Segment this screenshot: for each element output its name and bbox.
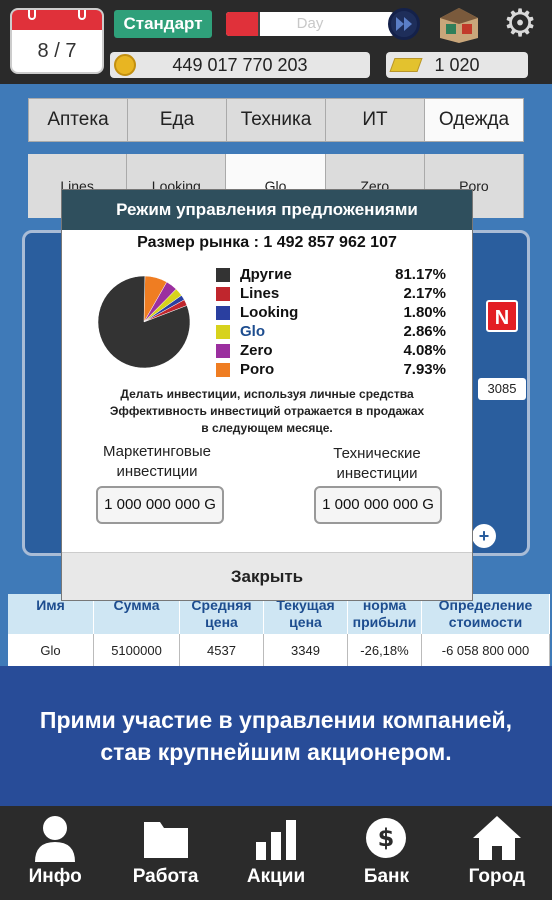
cell-profit-rate: -26,18%	[348, 634, 422, 668]
tech-investment-label: Технические инвестиции	[333, 445, 421, 482]
category-tabs: Аптека Еда Техника ИТ Одежда	[28, 98, 524, 142]
cell-amount: 5100000	[94, 634, 180, 668]
dialog-title: Режим управления предложениями	[62, 190, 472, 230]
header-profit-rate: норма прибыли	[348, 594, 422, 634]
legend-swatch	[216, 306, 230, 320]
bar-chart-icon	[256, 820, 297, 860]
tab-pharmacy[interactable]: Аптека	[29, 99, 128, 141]
folder-icon	[143, 822, 188, 858]
settings-gear-icon[interactable]: ⚙	[502, 3, 538, 45]
promo-line-2: став крупнейшим акционером.	[100, 739, 452, 765]
fast-forward-icon	[396, 17, 412, 31]
legend-percent: 2.17%	[403, 285, 446, 302]
legend-swatch	[216, 287, 230, 301]
header-amount: Сумма	[94, 594, 180, 634]
legend-item: Looking 1.80%	[216, 304, 446, 323]
pie-legend: Другие 81.17% Lines 2.17% Looking 1.80% Glo 2.8…	[216, 266, 446, 380]
legend-swatch	[216, 344, 230, 358]
legend-swatch	[216, 325, 230, 339]
nav-info[interactable]: Инфо	[0, 806, 110, 900]
nav-stocks[interactable]: Акции	[221, 806, 331, 900]
close-button[interactable]: Закрыть	[62, 552, 472, 600]
cell-current-price: 3349	[264, 634, 348, 668]
legend-item: Poro 7.93%	[216, 361, 446, 380]
svg-text:$: $	[378, 824, 395, 852]
day-progress-bar: Day	[226, 12, 394, 36]
nav-work[interactable]: Работа	[110, 806, 220, 900]
coin-icon	[114, 54, 136, 76]
legend-percent: 4.08%	[403, 342, 446, 359]
legend-swatch	[216, 363, 230, 377]
header-name: Имя	[8, 594, 94, 634]
tab-tech[interactable]: Техника	[227, 99, 326, 141]
gold-value: 1 020	[434, 55, 480, 75]
legend-name: Looking	[240, 304, 299, 321]
header-avg-price: Средняя цена	[180, 594, 264, 634]
table-row[interactable]: Glo 5100000 4537 3349 -26,18% -6 058 800…	[8, 634, 550, 668]
house-icon	[472, 816, 521, 860]
promo-banner: Прими участие в управлении компанией, ст…	[0, 666, 552, 806]
tech-investment-button[interactable]: 1 000 000 000 G	[314, 486, 442, 524]
calendar-ring-icon	[28, 10, 36, 20]
top-bar: 8 / 7 Стандарт Day ⚙ 449 017 770 203 1 0…	[0, 0, 552, 84]
new-badge[interactable]: N	[486, 300, 518, 332]
legend-percent: 81.17%	[395, 266, 446, 283]
plan-button[interactable]: Стандарт	[114, 10, 212, 38]
nav-work-label: Работа	[132, 866, 199, 887]
bottom-navigation: Инфо Работа Акции $ Банк Город	[0, 806, 552, 900]
fast-forward-button[interactable]	[388, 8, 420, 40]
current-date: 8 / 7	[37, 40, 77, 62]
marketing-investment-button[interactable]: 1 000 000 000 G	[96, 486, 224, 524]
legend-name: Poro	[240, 361, 275, 378]
gold-display: 1 020	[386, 52, 528, 78]
dollar-icon: $	[366, 818, 407, 858]
header-valuation: Определение стоимости	[422, 594, 550, 634]
nav-city[interactable]: Город	[442, 806, 552, 900]
cell-name: Glo	[8, 634, 94, 668]
day-progress-label: Day	[296, 15, 324, 32]
nav-stocks-label: Акции	[246, 866, 306, 887]
legend-percent: 2.86%	[403, 323, 446, 340]
money-value: 449 017 770 203	[172, 55, 308, 75]
legend-item: Lines 2.17%	[216, 285, 446, 304]
person-icon	[35, 816, 76, 862]
cell-valuation: -6 058 800 000	[422, 634, 550, 668]
nav-bank-label: Банк	[363, 866, 410, 887]
market-share-pie-chart	[97, 275, 191, 369]
market-size: Размер рынка : 1 492 857 962 107	[137, 234, 397, 251]
money-display: 449 017 770 203	[110, 52, 370, 78]
investment-note: Делать инвестиции, используя личные сред…	[109, 387, 425, 435]
table-header: Имя Сумма Средняя цена Текущая цена норма п…	[8, 594, 550, 634]
legend-swatch	[216, 268, 230, 282]
legend-item: Zero 4.08%	[216, 342, 446, 361]
marketing-investment-label: Маркетинговые инвестиции	[102, 443, 212, 480]
calendar-ring-icon	[78, 10, 86, 20]
nav-city-label: Город	[468, 866, 526, 887]
promo-line-1: Прими участие в управлении компанией,	[39, 707, 513, 733]
day-progress-fill	[226, 12, 260, 36]
add-button[interactable]: +	[472, 524, 496, 548]
tab-food[interactable]: Еда	[128, 99, 227, 141]
legend-name: Lines	[240, 285, 280, 302]
legend-percent: 1.80%	[403, 304, 446, 321]
legend-percent: 7.93%	[403, 361, 446, 378]
header-current-price: Текущая цена	[264, 594, 348, 634]
tab-it[interactable]: ИТ	[326, 99, 425, 141]
nav-info-label: Инфо	[28, 866, 82, 887]
shop-icon[interactable]	[436, 6, 482, 44]
calendar-header	[12, 10, 102, 30]
nav-bank[interactable]: $ Банк	[331, 806, 441, 900]
legend-name: Glo	[240, 323, 265, 340]
legend-item: Glo 2.86%	[216, 323, 446, 342]
tab-clothing[interactable]: Одежда	[425, 99, 523, 141]
stock-table: Имя Сумма Средняя цена Текущая цена норма п…	[8, 594, 550, 668]
offer-management-dialog: Режим управления предложениями Размер ры…	[62, 190, 472, 600]
cell-avg-price: 4537	[180, 634, 264, 668]
legend-name: Другие	[240, 266, 292, 283]
side-number: 3085	[478, 378, 526, 400]
pie-slice-другие	[97, 275, 191, 369]
legend-item: Другие 81.17%	[216, 266, 446, 285]
legend-name: Zero	[240, 342, 273, 359]
calendar-widget[interactable]: 8 / 7	[10, 8, 104, 74]
